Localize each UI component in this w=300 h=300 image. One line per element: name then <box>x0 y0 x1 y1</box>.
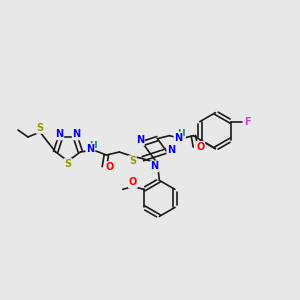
Text: S: S <box>64 159 72 169</box>
Text: N: N <box>136 135 144 146</box>
Text: N: N <box>167 145 175 155</box>
Text: N: N <box>174 133 182 143</box>
Text: F: F <box>244 117 250 127</box>
Text: N: N <box>150 161 158 171</box>
Text: S: S <box>36 123 43 133</box>
Text: N: N <box>55 130 63 140</box>
Text: H: H <box>178 129 185 138</box>
Text: N: N <box>73 130 81 140</box>
Text: O: O <box>105 162 113 172</box>
Text: S: S <box>129 156 136 166</box>
Text: O: O <box>129 177 137 188</box>
Text: H: H <box>90 140 97 149</box>
Text: N: N <box>86 144 94 154</box>
Text: O: O <box>196 142 205 152</box>
